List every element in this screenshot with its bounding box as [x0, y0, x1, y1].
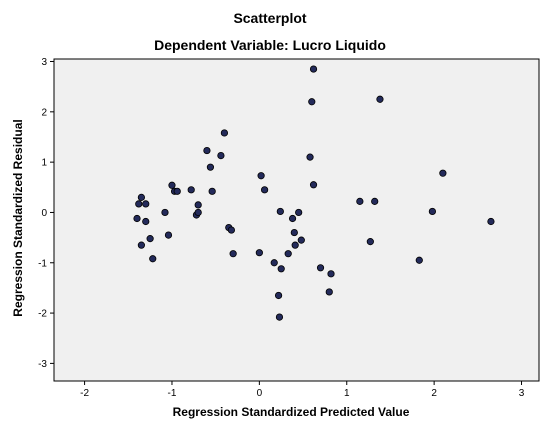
- data-point: [164, 231, 173, 239]
- y-tick-label: -2: [38, 309, 47, 320]
- data-point: [276, 207, 284, 216]
- x-tick-label: 3: [519, 388, 525, 399]
- data-point: [261, 186, 269, 194]
- data-point: [194, 201, 202, 209]
- data-point: [356, 197, 364, 205]
- chart-title: Scatterplot: [233, 10, 307, 26]
- data-point: [275, 313, 284, 321]
- data-point: [168, 181, 176, 189]
- data-point: [142, 200, 150, 208]
- data-point: [217, 152, 225, 160]
- y-tick-label: 1: [41, 158, 47, 169]
- data-point: [135, 200, 143, 208]
- data-point: [229, 250, 237, 258]
- data-point: [316, 264, 325, 272]
- data-point: [227, 226, 235, 234]
- data-point: [257, 172, 265, 180]
- data-point: [208, 187, 216, 195]
- data-point: [366, 238, 374, 246]
- data-point: [255, 249, 263, 257]
- data-point: [137, 193, 145, 201]
- data-point: [376, 95, 384, 103]
- data-point: [284, 250, 292, 258]
- data-point: [149, 255, 157, 263]
- data-point: [137, 241, 145, 249]
- data-point: [290, 228, 298, 237]
- data-point: [161, 208, 169, 217]
- data-point: [309, 181, 318, 189]
- data-point: [203, 146, 211, 155]
- data-point: [439, 169, 447, 177]
- data-point: [142, 217, 150, 226]
- data-point: [194, 208, 202, 217]
- x-axis-title: Regression Standardized Predicted Value: [173, 405, 410, 419]
- x-tick-label: -1: [168, 388, 177, 399]
- y-axis-title: Regression Standardized Residual: [11, 119, 25, 316]
- y-tick-label: 2: [41, 107, 47, 118]
- y-tick-label: -3: [38, 359, 47, 370]
- data-point: [327, 270, 335, 278]
- data-points: [133, 65, 495, 321]
- y-tick-label: -1: [38, 258, 47, 269]
- data-point: [297, 236, 305, 244]
- y-tick-label: 0: [41, 208, 47, 219]
- data-point: [308, 98, 316, 106]
- x-tick-label: -2: [80, 388, 89, 399]
- chart-subtitle: Dependent Variable: Lucro Liquido: [154, 37, 386, 53]
- data-point: [133, 214, 141, 223]
- data-point: [487, 217, 495, 226]
- data-point: [274, 291, 283, 300]
- data-point: [270, 259, 278, 267]
- data-point: [187, 186, 195, 194]
- data-point: [220, 129, 229, 137]
- data-point: [206, 163, 215, 171]
- data-point: [306, 153, 314, 161]
- x-tick-label: 1: [344, 388, 350, 399]
- x-tick-label: 0: [257, 388, 263, 399]
- data-point: [295, 208, 303, 217]
- data-point: [277, 265, 285, 273]
- data-point: [428, 207, 436, 216]
- axis-ticks: -2 -1 0 1 2 3 3 2 1 0 -1 -2 -3: [38, 57, 525, 399]
- y-tick-label: 3: [41, 57, 47, 68]
- data-point: [309, 65, 318, 73]
- x-tick-label: 2: [431, 388, 437, 399]
- data-point: [173, 187, 181, 195]
- plot-area: [53, 58, 540, 382]
- data-point: [371, 197, 379, 205]
- data-point: [415, 256, 423, 264]
- data-point: [146, 235, 154, 243]
- data-point: [291, 241, 299, 249]
- data-point: [325, 288, 333, 296]
- data-point: [288, 214, 297, 223]
